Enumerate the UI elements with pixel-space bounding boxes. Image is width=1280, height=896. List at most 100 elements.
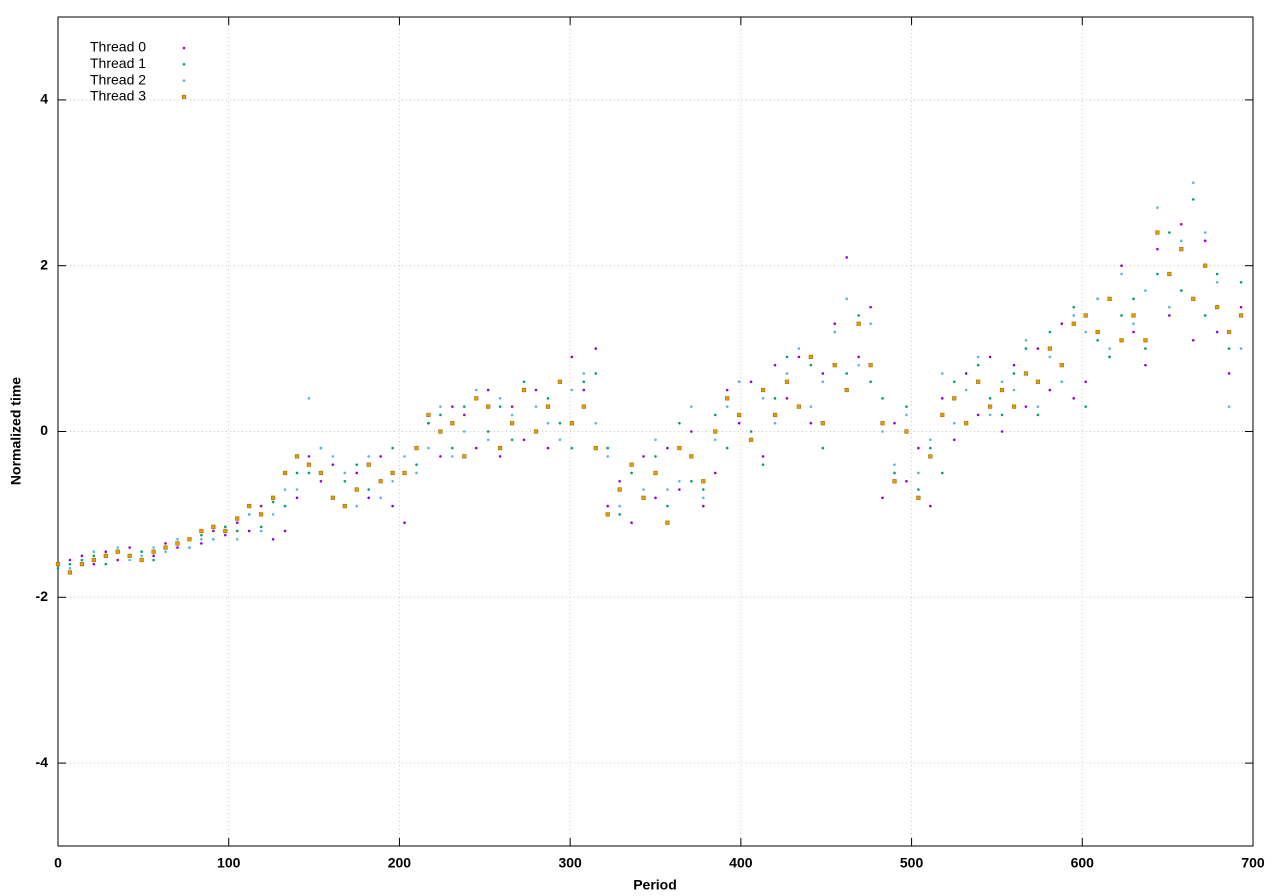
y-tick-label: 2 — [40, 256, 48, 272]
data-point — [1048, 355, 1052, 359]
data-point — [760, 387, 766, 393]
data-point — [271, 513, 275, 516]
data-point — [534, 388, 538, 392]
data-point — [1168, 314, 1171, 317]
data-point — [367, 496, 371, 500]
data-point — [1238, 313, 1244, 318]
data-point — [857, 355, 860, 359]
data-point — [1047, 346, 1052, 351]
data-point — [964, 388, 968, 392]
data-point — [1215, 280, 1219, 284]
data-point — [976, 413, 980, 417]
data-point — [522, 380, 526, 384]
data-point — [486, 430, 490, 433]
data-point — [1180, 289, 1183, 292]
data-point — [379, 455, 382, 458]
data-point — [1036, 405, 1040, 408]
data-point — [964, 372, 968, 375]
data-point — [868, 363, 873, 368]
data-point — [80, 558, 84, 562]
data-point — [331, 455, 335, 458]
data-point — [498, 397, 502, 400]
data-point — [1203, 314, 1207, 317]
data-point — [844, 387, 849, 393]
data-point — [355, 504, 359, 508]
data-point — [1191, 198, 1195, 201]
data-point — [1036, 413, 1040, 417]
data-point — [557, 379, 562, 384]
data-point — [127, 553, 132, 558]
data-point — [809, 405, 813, 408]
x-tick-label: 100 — [217, 855, 241, 871]
data-point — [1000, 380, 1004, 384]
data-point — [343, 479, 347, 483]
data-point — [1048, 388, 1052, 392]
data-point — [904, 429, 909, 434]
data-point — [893, 463, 896, 466]
data-point — [641, 495, 646, 500]
y-axis-label: Normalized time — [8, 377, 24, 485]
data-point — [988, 397, 992, 400]
data-point — [438, 429, 443, 434]
data-point — [1191, 339, 1195, 342]
legend-marker — [182, 46, 186, 50]
data-point — [128, 558, 131, 562]
data-point — [307, 471, 311, 475]
data-point — [999, 387, 1005, 393]
data-point — [569, 421, 574, 426]
data-point — [367, 455, 371, 458]
data-point — [773, 363, 777, 367]
data-point — [821, 446, 825, 450]
data-point — [439, 405, 442, 408]
data-point — [1203, 231, 1207, 234]
data-point — [116, 558, 120, 562]
data-point — [1071, 321, 1076, 326]
data-point — [881, 397, 884, 400]
data-point — [678, 421, 681, 425]
data-point — [1012, 388, 1016, 392]
data-point — [199, 528, 204, 534]
data-point — [463, 430, 466, 433]
data-point — [832, 363, 837, 368]
data-point — [1096, 297, 1099, 301]
data-point — [367, 488, 371, 491]
data-point — [1191, 181, 1195, 185]
data-point — [929, 446, 932, 450]
data-point — [1239, 347, 1243, 350]
data-point — [1120, 264, 1123, 268]
data-point — [689, 454, 694, 459]
data-point — [176, 537, 179, 541]
data-point — [354, 487, 359, 492]
data-point — [546, 421, 550, 425]
x-tick-label: 600 — [1071, 855, 1095, 871]
data-point — [116, 546, 120, 549]
data-point — [175, 541, 180, 546]
data-point — [1059, 363, 1064, 368]
data-point — [128, 546, 131, 549]
data-point — [68, 562, 72, 566]
data-point — [654, 455, 657, 458]
data-point — [271, 500, 275, 504]
data-point — [474, 446, 478, 450]
data-point — [857, 363, 860, 367]
data-point — [247, 504, 252, 509]
data-point — [881, 496, 884, 500]
data-point — [916, 495, 921, 500]
data-point — [80, 554, 84, 558]
data-point — [1108, 355, 1111, 359]
data-point — [522, 438, 526, 442]
data-point — [1119, 338, 1124, 343]
data-point — [283, 504, 287, 508]
data-point — [988, 355, 992, 359]
data-point — [869, 305, 872, 309]
data-point — [259, 512, 264, 517]
data-point — [833, 330, 837, 334]
data-point — [439, 413, 442, 417]
data-point — [690, 405, 693, 408]
data-point — [200, 537, 203, 541]
data-point — [952, 396, 957, 401]
data-point — [1024, 339, 1028, 342]
data-point — [259, 504, 263, 508]
legend-marker — [182, 79, 186, 82]
